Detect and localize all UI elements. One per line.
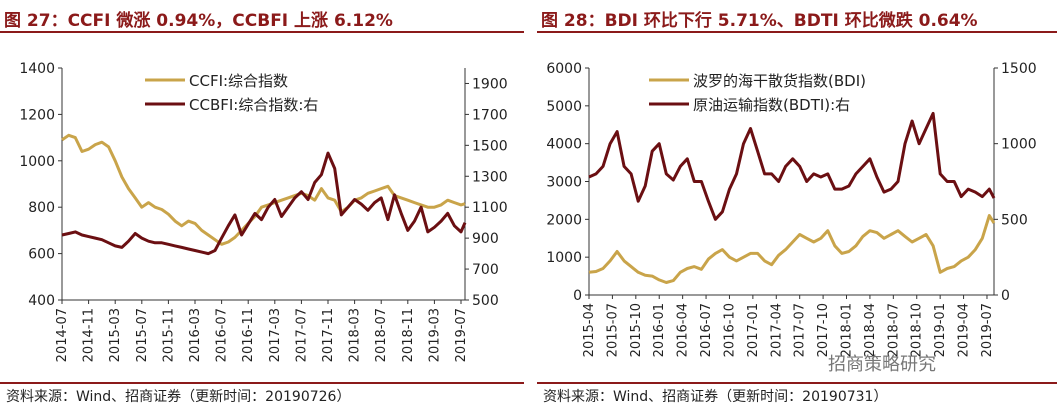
series-line-primary xyxy=(588,214,996,284)
right-chart-title: 图 28：BDI 环比下行 5.71%、BDTI 环比微跌 0.64% xyxy=(541,11,978,31)
watermark-text: 招商策略研究 xyxy=(828,354,936,375)
y-left-tick-label: 3000 xyxy=(546,175,582,191)
x-tick-label: 2018-11 xyxy=(401,308,416,362)
left-chart-panel: 图 27：CCFI 微涨 0.94%，CCBFI 上涨 6.12% 400 600… xyxy=(0,0,530,410)
x-tick-label: 2016-07 xyxy=(699,303,714,357)
y-left-tick-label: 400 xyxy=(28,293,55,309)
x-tick-label: 2015-11 xyxy=(161,308,176,362)
x-tick-label: 2019-07 xyxy=(980,303,995,357)
left-title-rule xyxy=(0,31,524,33)
right-title-rule xyxy=(537,31,1057,33)
legend-label: CCFI:综合指数 xyxy=(189,72,288,90)
y-right-tick-label: 900 xyxy=(472,231,499,247)
x-tick-label: 2015-07 xyxy=(135,308,150,362)
x-tick-label: 2017-11 xyxy=(321,308,336,362)
x-tick-label: 2017-04 xyxy=(769,303,784,357)
y-left-tick-label: 600 xyxy=(28,247,55,263)
series-line-secondary xyxy=(588,111,996,221)
x-tick-label: 2017-10 xyxy=(816,303,831,357)
x-tick-label: 2015-03 xyxy=(108,308,123,362)
x-tick-label: 2018-07 xyxy=(374,308,389,362)
left-chart-svg: 400 600 800 1000 1200 1400 500 700 900 1100 1300 15… xyxy=(19,61,508,362)
y-right-tick-label: 1000 xyxy=(1001,137,1037,153)
y-right-tick-label: 1300 xyxy=(472,169,508,185)
y-left-tick-label: 2000 xyxy=(546,212,582,228)
right-source-rule xyxy=(537,382,1057,384)
x-tick-label: 2017-07 xyxy=(294,308,309,362)
x-tick-label: 2014-11 xyxy=(82,308,97,362)
x-tick-label: 2019-01 xyxy=(933,303,948,357)
y-left-tick-label: 0 xyxy=(573,288,582,304)
y-left-tick-label: 4000 xyxy=(546,137,582,153)
x-tick-label: 2016-04 xyxy=(676,303,691,357)
legend-label: 原油运输指数(BDTI):右 xyxy=(693,96,850,114)
x-tick-label: 2016-01 xyxy=(652,303,667,357)
x-tick-label: 2016-03 xyxy=(188,308,203,362)
x-tick-label: 2018-07 xyxy=(886,303,901,357)
y-left-tick-label: 6000 xyxy=(546,61,582,77)
x-tick-label: 2015-10 xyxy=(629,303,644,357)
left-source-rule xyxy=(0,382,524,384)
y-left-tick-label: 1000 xyxy=(546,250,582,266)
y-right-tick-label: 1900 xyxy=(472,76,508,92)
x-tick-label: 2016-11 xyxy=(241,308,256,362)
x-tick-label: 2019-07 xyxy=(454,308,469,362)
y-right-tick-label: 1100 xyxy=(472,200,508,216)
y-right-tick-label: 500 xyxy=(1001,212,1028,228)
x-tick-label: 2018-03 xyxy=(348,308,363,362)
y-left-tick-label: 1000 xyxy=(19,154,55,170)
x-tick-label: 2019-03 xyxy=(427,308,442,362)
x-tick-label: 2017-07 xyxy=(793,303,808,357)
x-tick-label: 2018-10 xyxy=(910,303,925,357)
y-left-tick-label: 5000 xyxy=(546,99,582,115)
left-source-note: 资料来源：Wind、招商证券（更新时间：20190726） xyxy=(6,389,351,405)
series-line-secondary xyxy=(61,151,467,256)
right-chart-panel: 图 28：BDI 环比下行 5.71%、BDTI 环比微跌 0.64% 0 100… xyxy=(537,0,1061,410)
left-chart-title: 图 27：CCFI 微涨 0.94%，CCBFI 上涨 6.12% xyxy=(4,11,393,31)
y-right-tick-label: 1500 xyxy=(472,138,508,154)
x-tick-label: 2015-04 xyxy=(582,303,597,357)
y-right-tick-label: 1700 xyxy=(472,107,508,123)
x-tick-label: 2016-10 xyxy=(722,303,737,357)
x-tick-label: 2017-01 xyxy=(746,303,761,357)
x-tick-label: 2016-07 xyxy=(215,308,230,362)
legend-label: CCBFI:综合指数:右 xyxy=(189,96,318,114)
right-chart-svg: 0 1000 2000 3000 4000 5000 6000 0 500 1000 1500 201… xyxy=(546,61,1037,357)
x-tick-label: 2018-04 xyxy=(863,303,878,357)
series-line-primary xyxy=(61,133,466,246)
y-left-tick-label: 1200 xyxy=(19,107,55,123)
y-left-tick-label: 1400 xyxy=(19,61,55,77)
y-right-tick-label: 500 xyxy=(472,293,499,309)
right-source-note: 资料来源：Wind、招商证券（更新时间：20190731） xyxy=(543,389,888,405)
x-tick-label: 2014-07 xyxy=(55,308,70,362)
legend-label: 波罗的海干散货指数(BDI) xyxy=(693,72,866,90)
y-right-tick-label: 1500 xyxy=(1001,61,1037,77)
x-tick-label: 2018-01 xyxy=(840,303,855,357)
x-tick-label: 2017-03 xyxy=(268,308,283,362)
y-left-tick-label: 800 xyxy=(28,200,55,216)
x-tick-label: 2019-04 xyxy=(957,303,972,357)
x-tick-label: 2015-07 xyxy=(605,303,620,357)
y-right-tick-label: 0 xyxy=(1001,288,1010,304)
y-right-tick-label: 700 xyxy=(472,262,499,278)
